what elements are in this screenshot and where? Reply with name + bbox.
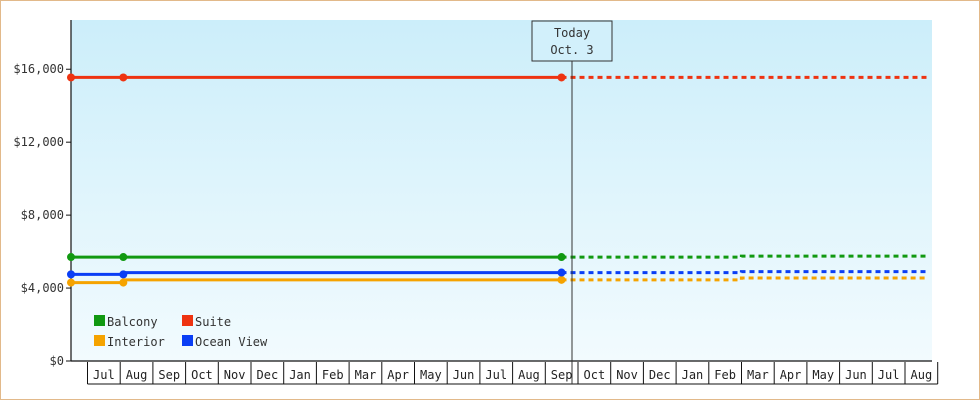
- y-tick-label: $12,000: [13, 135, 64, 149]
- legend-label-ocean-view: Ocean View: [195, 335, 268, 349]
- y-axis: $0 $4,000 $8,000 $12,000 $16,000: [13, 20, 72, 368]
- x-tick-label: Aug: [518, 368, 540, 382]
- y-tick-label: $8,000: [21, 208, 64, 222]
- x-tick-label: Jun: [453, 368, 475, 382]
- y-tick-label: $0: [50, 354, 64, 368]
- data-point-suite: [119, 73, 128, 82]
- x-tick-label: Nov: [616, 368, 638, 382]
- data-point-ocean-view: [67, 270, 75, 279]
- legend-swatch-ocean-view: [182, 335, 193, 346]
- x-tick-label: Apr: [387, 368, 409, 382]
- x-tick-label: Jun: [845, 368, 867, 382]
- data-point-interior: [67, 278, 75, 287]
- x-tick-label: Feb: [714, 368, 736, 382]
- x-tick-label: Dec: [649, 368, 671, 382]
- x-axis: Jul Aug Sep Oct Nov Dec Jan Feb Mar Apr May Jun Jul A…: [71, 360, 939, 385]
- data-point-balcony: [557, 253, 566, 262]
- series-layer: [67, 73, 928, 287]
- series-forecast-interior: [561, 276, 928, 282]
- x-tick-label: Dec: [257, 368, 279, 382]
- data-point-interior: [557, 275, 566, 284]
- x-tick-label: Jan: [682, 368, 704, 382]
- data-point-ocean-view: [119, 270, 128, 279]
- x-tick-label: Feb: [322, 368, 344, 382]
- data-point-interior: [119, 278, 128, 287]
- data-point-balcony: [67, 253, 75, 262]
- x-tick-label: Jan: [289, 368, 311, 382]
- legend-label-suite: Suite: [195, 315, 231, 329]
- legend: Balcony Suite Interior Ocean View: [94, 315, 268, 349]
- series-forecast-balcony: [561, 254, 928, 259]
- x-tick-label: May: [420, 368, 442, 382]
- x-tick-label: Mar: [747, 368, 769, 382]
- today-label-date: Oct. 3: [550, 43, 593, 57]
- x-tick-label: Sep: [551, 368, 573, 382]
- y-tick-label: $16,000: [13, 62, 64, 76]
- x-tick-label: Jul: [93, 368, 115, 382]
- legend-swatch-balcony: [94, 315, 105, 326]
- data-point-ocean-view: [557, 268, 566, 277]
- x-tick-label: Mar: [355, 368, 377, 382]
- data-point-suite: [557, 73, 566, 82]
- plot-background: [71, 20, 932, 361]
- legend-label-interior: Interior: [107, 335, 165, 349]
- legend-swatch-suite: [182, 315, 193, 326]
- x-tick-label: Aug: [126, 368, 148, 382]
- x-tick-label: Apr: [780, 368, 802, 382]
- x-tick-label: Aug: [911, 368, 933, 382]
- x-tick-label: Jul: [485, 368, 507, 382]
- today-marker: Today Oct. 3: [531, 20, 613, 384]
- x-tick-label: Nov: [224, 368, 246, 382]
- legend-label-balcony: Balcony: [107, 315, 158, 329]
- x-tick-label: Oct: [584, 368, 606, 382]
- data-point-suite: [67, 73, 75, 82]
- data-point-balcony: [119, 253, 128, 262]
- x-tick-label: Oct: [191, 368, 213, 382]
- today-label-line1: Today: [554, 26, 590, 40]
- x-tick-label: May: [812, 368, 834, 382]
- today-label-box: [531, 20, 613, 62]
- y-tick-label: $4,000: [21, 281, 64, 295]
- series-forecast-ocean-view: [561, 270, 928, 275]
- legend-swatch-interior: [94, 335, 105, 346]
- x-tick-label: Sep: [158, 368, 180, 382]
- x-tick-label: Jul: [878, 368, 900, 382]
